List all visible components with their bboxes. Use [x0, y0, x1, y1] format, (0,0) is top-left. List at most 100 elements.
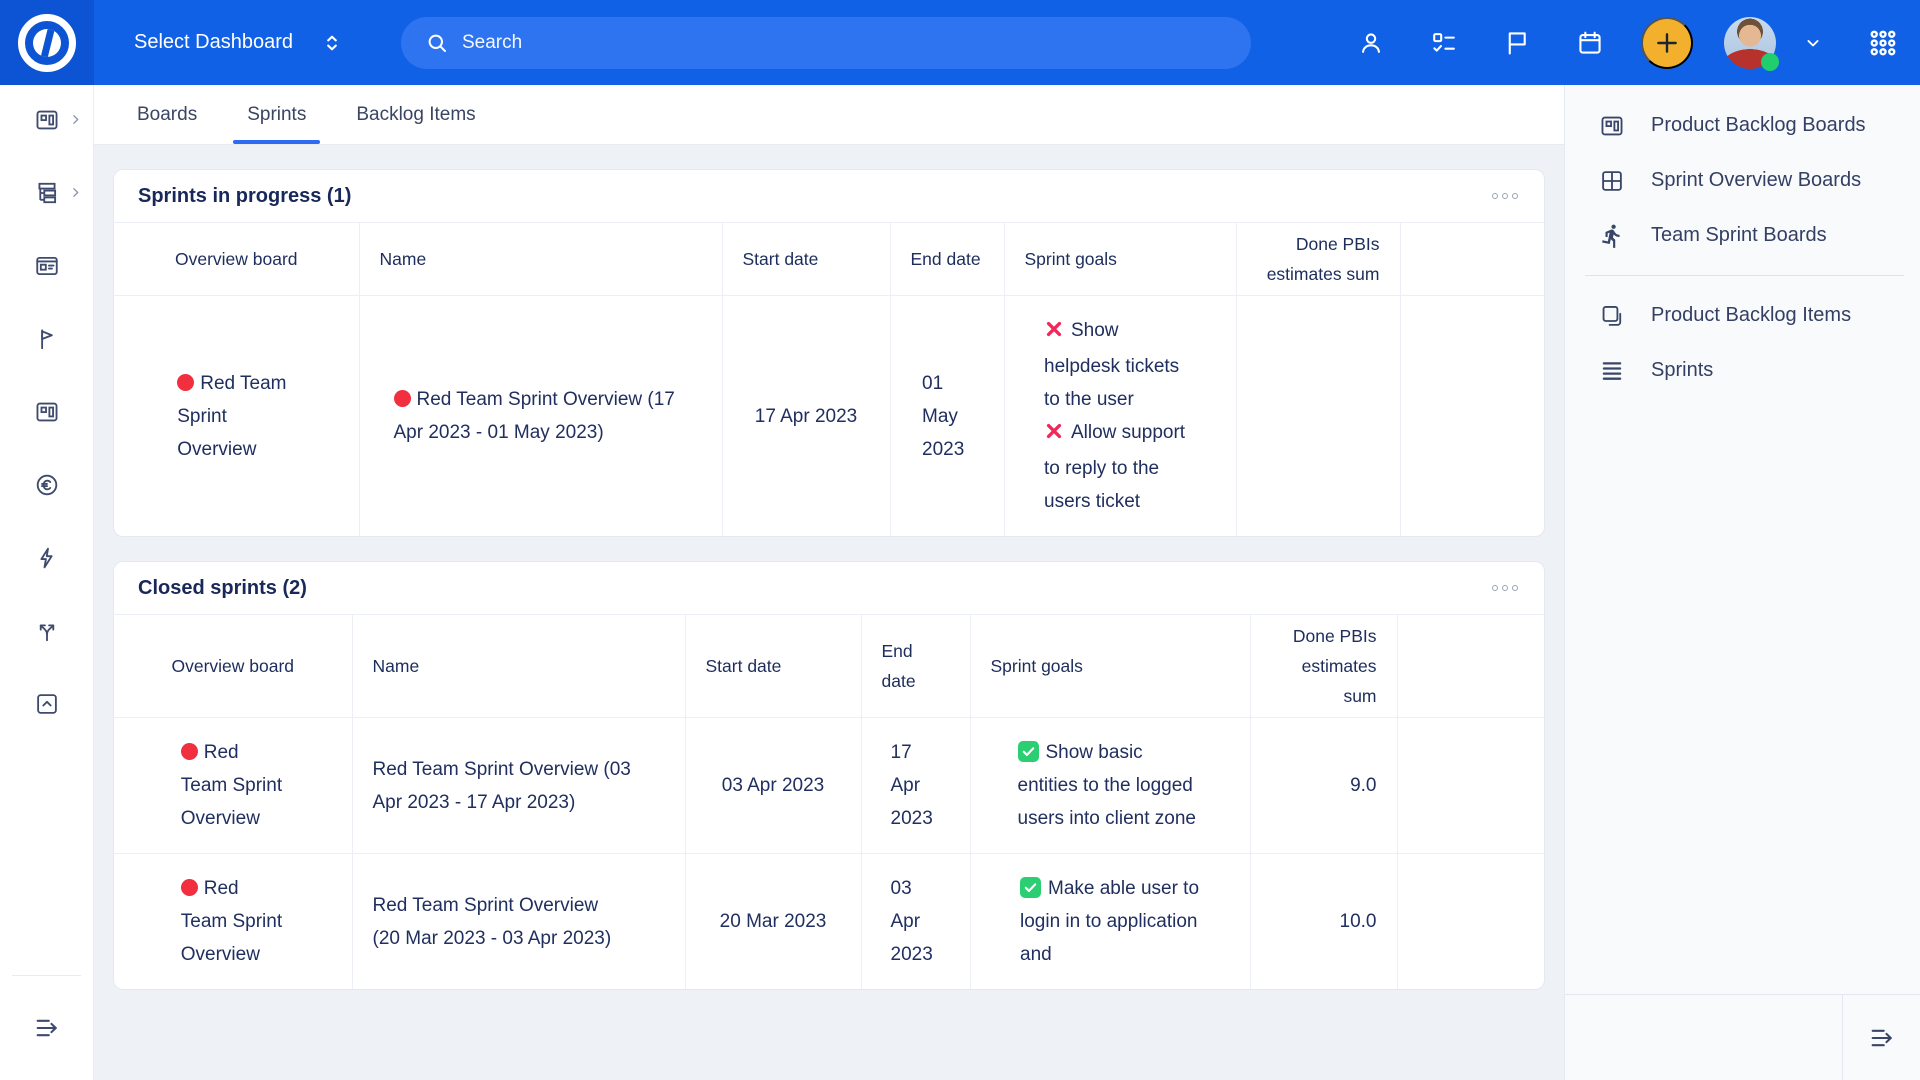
sidebar-item-flow[interactable] — [0, 618, 94, 644]
dashboard-selector-label: Select Dashboard — [134, 31, 293, 53]
start-date-cell: 03 Apr 2023 — [685, 717, 862, 854]
runner-icon — [1599, 223, 1625, 249]
tab-boards[interactable]: Boards — [137, 103, 198, 125]
sidebar-item-flag[interactable] — [0, 326, 94, 352]
name-cell: Red Team Sprint Overview (17 Apr 2023 - … — [359, 295, 723, 536]
col-actions — [1400, 222, 1544, 296]
app-logo[interactable] — [0, 0, 94, 85]
sprint-goal: Make able user to login in to applicatio… — [1020, 877, 1200, 965]
topbar-actions — [1357, 16, 1898, 71]
dashboard-selector[interactable]: Select Dashboard — [134, 30, 345, 56]
sprint-goal: Show helpdesk tickets to the user — [1044, 314, 1196, 416]
left-sidebar-footer — [0, 975, 93, 1080]
chevron-down-icon[interactable] — [1803, 33, 1823, 53]
section-menu-kebab-icon[interactable] — [1490, 187, 1520, 205]
split-icon — [39, 624, 54, 642]
search-bar[interactable] — [400, 16, 1251, 69]
flag-icon — [40, 329, 53, 350]
overview-board-cell: Red Team Sprint Overview — [114, 295, 360, 536]
team-color-dot — [180, 879, 198, 896]
col-start-date: Start date — [685, 614, 862, 718]
section-closed-sprints: Closed sprints (2) Overview board Name S… — [113, 561, 1545, 990]
nav-team-sprint-boards[interactable]: Team Sprint Boards — [1565, 208, 1920, 263]
sprint-goals-cell: Show basic entities to the logged users … — [970, 717, 1251, 854]
tab-backlog-items[interactable]: Backlog Items — [356, 103, 476, 125]
done-icon — [1017, 741, 1039, 762]
search-input[interactable] — [461, 31, 1227, 54]
right-panel: Product Backlog Boards Sprint Overview B… — [1564, 85, 1920, 1080]
actions-cell — [1400, 295, 1544, 536]
sidebar-item-actions[interactable] — [0, 545, 94, 571]
divider — [12, 975, 81, 976]
section-title: Closed sprints (2) — [138, 576, 307, 599]
sprint-goal: Allow support to reply to the users tick… — [1044, 416, 1196, 518]
nav-sprint-overview-boards[interactable]: Sprint Overview Boards — [1565, 153, 1920, 208]
boards-icon — [36, 402, 57, 422]
col-done-pbis-sum: Done PBIs estimates sum — [1236, 222, 1401, 296]
export-icon — [36, 694, 57, 714]
tabs-bar: Boards Sprints Backlog Items — [94, 85, 1564, 145]
user-icon[interactable] — [1357, 29, 1385, 57]
col-overview-board: Overview board — [114, 222, 360, 296]
sprint-row[interactable]: Red Team Sprint Overview Red Team Sprint… — [114, 717, 1544, 854]
backlog-tree-icon — [37, 182, 56, 204]
section-sprints-in-progress: Sprints in progress (1) Overview board N… — [113, 169, 1545, 537]
chevron-right-icon — [69, 186, 82, 204]
plus-icon — [1657, 32, 1677, 53]
nav-product-backlog-boards[interactable]: Product Backlog Boards — [1565, 98, 1920, 153]
expand-panel-icon — [1871, 1029, 1892, 1046]
overview-board-cell: Red Team Sprint Overview — [114, 717, 353, 854]
sprint-row[interactable]: Red Team Sprint Overview Red Team Sprint… — [114, 295, 1544, 536]
expand-sidebar-button[interactable] — [0, 976, 93, 1080]
nav-product-backlog-items[interactable]: Product Backlog Items — [1565, 288, 1920, 343]
board-icon — [1599, 113, 1625, 139]
done-pbis-sum-cell — [1236, 295, 1401, 536]
start-date-cell: 17 Apr 2023 — [722, 295, 891, 536]
sprint-goals-cell: Make able user to login in to applicatio… — [970, 853, 1251, 989]
team-color-dot — [393, 390, 411, 407]
team-color-dot — [177, 373, 195, 391]
user-avatar[interactable] — [1724, 16, 1779, 71]
end-date-cell: 17 Apr 2023 — [861, 717, 971, 854]
divider — [1585, 275, 1904, 276]
not-done-icon — [1044, 317, 1064, 350]
table-header-row: Overview board Name Start date End date … — [114, 222, 1544, 296]
flag-icon[interactable] — [1503, 29, 1531, 57]
actions-cell — [1397, 853, 1544, 989]
tasks-icon[interactable] — [1430, 29, 1458, 57]
sidebar-item-budget[interactable] — [0, 472, 94, 498]
right-panel-footer — [1565, 994, 1920, 1080]
sidebar-item-release[interactable] — [0, 691, 94, 717]
calendar-icon[interactable] — [1576, 29, 1604, 57]
sidebar-item-backlog-tree[interactable] — [0, 180, 94, 206]
apps-grid-icon[interactable] — [1868, 28, 1898, 58]
done-icon — [1020, 877, 1041, 898]
end-date-cell: 03 Apr 2023 — [861, 853, 971, 989]
copy-icon — [1599, 303, 1625, 329]
sidebar-item-overview-boards[interactable] — [0, 399, 94, 425]
expand-panel-button[interactable] — [1842, 995, 1920, 1080]
add-button[interactable] — [1641, 16, 1693, 69]
nav-sprints[interactable]: Sprints — [1565, 343, 1920, 398]
sprint-goals-cell: Show helpdesk tickets to the user Allow … — [1004, 295, 1237, 536]
online-status-dot — [1761, 52, 1779, 71]
col-name: Name — [352, 614, 686, 718]
sprint-goal: Show basic entities to the logged users … — [1017, 741, 1196, 829]
tab-sprints[interactable]: Sprints — [233, 85, 321, 144]
section-title: Sprints in progress (1) — [138, 184, 352, 207]
grid-icon — [1599, 168, 1625, 194]
col-overview-board: Overview board — [114, 614, 353, 718]
expand-panel-icon — [36, 1019, 57, 1037]
table-header-row: Overview board Name Start date End date … — [114, 614, 1544, 718]
section-menu-kebab-icon[interactable] — [1490, 579, 1520, 597]
col-start-date: Start date — [722, 222, 891, 296]
sprint-row[interactable]: Red Team Sprint Overview Red Team Sprint… — [114, 853, 1544, 989]
bolt-icon — [39, 547, 53, 569]
col-sprint-goals: Sprint goals — [1004, 222, 1237, 296]
actions-cell — [1397, 717, 1544, 854]
content-area: Sprints in progress (1) Overview board N… — [94, 145, 1564, 1014]
sidebar-item-window[interactable] — [0, 253, 94, 279]
window-icon — [35, 256, 58, 276]
sidebar-item-boards[interactable] — [0, 107, 94, 133]
done-pbis-sum-cell: 10.0 — [1250, 853, 1398, 989]
